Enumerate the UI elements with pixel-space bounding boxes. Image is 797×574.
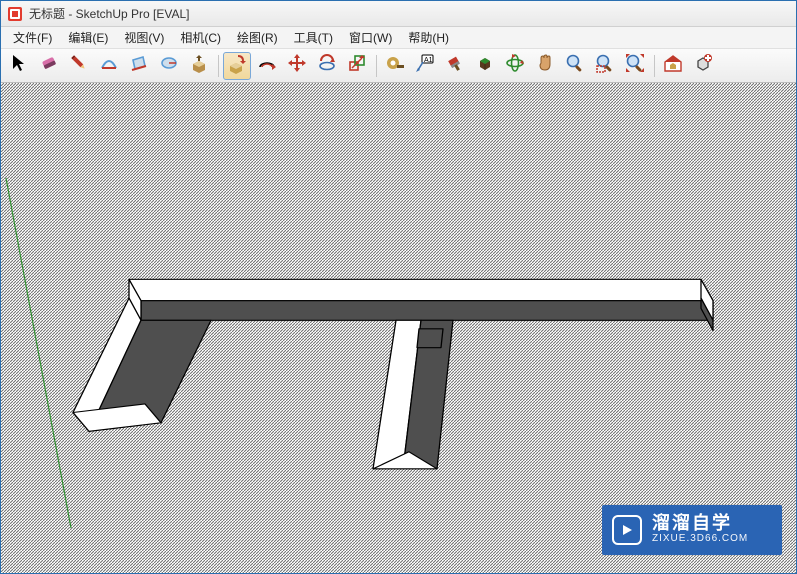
mid-leg-notch [417, 329, 443, 348]
pan-button[interactable] [531, 52, 559, 80]
menu-tools[interactable]: 工具(T) [286, 27, 341, 48]
watermark: 溜溜自学 ZIXUE.3D66.COM [602, 505, 782, 555]
select-icon [8, 52, 30, 79]
window-title: 无标题 - SketchUp Pro [EVAL] [29, 5, 790, 22]
rectangle-icon [128, 52, 150, 79]
watermark-subtitle: ZIXUE.3D66.COM [652, 533, 768, 545]
followme-button[interactable] [223, 52, 251, 80]
component-icon [474, 52, 496, 79]
toolbar-separator [373, 52, 379, 80]
orbit-button[interactable] [501, 52, 529, 80]
offset-button[interactable] [253, 52, 281, 80]
menubar: 文件(F)编辑(E)视图(V)相机(C)绘图(R)工具(T)窗口(W)帮助(H) [1, 27, 796, 49]
menu-file[interactable]: 文件(F) [5, 27, 60, 48]
move-icon [286, 52, 308, 79]
zoomext-button[interactable] [621, 52, 649, 80]
app-window: 无标题 - SketchUp Pro [EVAL] 文件(F)编辑(E)视图(V… [0, 0, 797, 574]
play-icon [612, 515, 642, 545]
menu-help[interactable]: 帮助(H) [400, 27, 457, 48]
component-button[interactable] [471, 52, 499, 80]
zoom-button[interactable] [561, 52, 589, 80]
zoomwin-icon [594, 52, 616, 79]
warehouse-button[interactable] [659, 52, 687, 80]
text-button[interactable]: A1 [411, 52, 439, 80]
pan-icon [534, 52, 556, 79]
extensions-icon [692, 52, 714, 79]
orbit-icon [504, 52, 526, 79]
pushpull-icon [188, 52, 210, 79]
rotate-icon [316, 52, 338, 79]
model [1, 83, 796, 573]
eraser-button[interactable] [35, 52, 63, 80]
arc-icon [98, 52, 120, 79]
line-button[interactable] [65, 52, 93, 80]
text-icon: A1 [414, 52, 436, 79]
menu-view[interactable]: 视图(V) [116, 27, 172, 48]
menu-edit[interactable]: 编辑(E) [60, 27, 116, 48]
app-icon [7, 6, 23, 22]
menu-camera[interactable]: 相机(C) [172, 27, 229, 48]
titlebar: 无标题 - SketchUp Pro [EVAL] [1, 1, 796, 27]
slab-back [129, 279, 713, 300]
menu-draw[interactable]: 绘图(R) [229, 27, 286, 48]
zoomwin-button[interactable] [591, 52, 619, 80]
slab-front [141, 301, 713, 321]
toolbar-separator [215, 52, 221, 80]
arc-button[interactable] [95, 52, 123, 80]
toolbar-separator [651, 52, 657, 80]
extensions-button[interactable] [689, 52, 717, 80]
select-button[interactable] [5, 52, 33, 80]
scale-button[interactable] [343, 52, 371, 80]
tape-button[interactable] [381, 52, 409, 80]
offset-icon [256, 52, 278, 79]
tape-icon [384, 52, 406, 79]
paint-icon [444, 52, 466, 79]
circle-icon [158, 52, 180, 79]
scale-icon [346, 52, 368, 79]
rotate-button[interactable] [313, 52, 341, 80]
toolbar: A1 [1, 49, 796, 83]
svg-text:A1: A1 [424, 57, 433, 64]
watermark-title: 溜溜自学 [652, 513, 768, 533]
rectangle-button[interactable] [125, 52, 153, 80]
eraser-icon [38, 52, 60, 79]
warehouse-icon [662, 52, 684, 79]
followme-icon [226, 52, 248, 79]
move-button[interactable] [283, 52, 311, 80]
line-icon [68, 52, 90, 79]
zoom-icon [564, 52, 586, 79]
circle-button[interactable] [155, 52, 183, 80]
viewport[interactable]: 溜溜自学 ZIXUE.3D66.COM [1, 83, 796, 573]
pushpull-button[interactable] [185, 52, 213, 80]
menu-window[interactable]: 窗口(W) [341, 27, 400, 48]
zoomext-icon [624, 52, 646, 79]
paint-button[interactable] [441, 52, 469, 80]
